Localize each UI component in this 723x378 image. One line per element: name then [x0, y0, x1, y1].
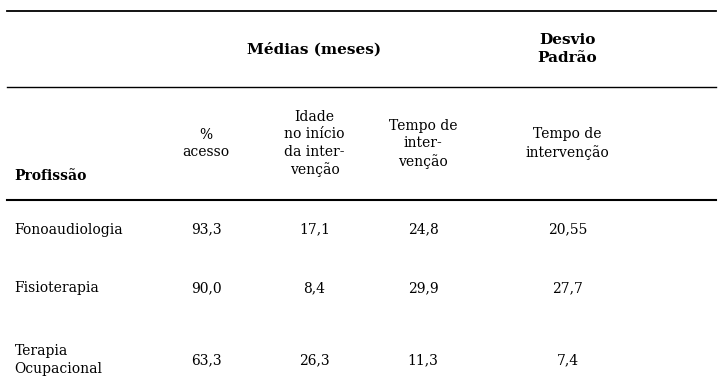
Text: 29,9: 29,9 [408, 281, 438, 295]
Text: Fonoaudiologia: Fonoaudiologia [14, 223, 123, 237]
Text: 27,7: 27,7 [552, 281, 583, 295]
Text: 63,3: 63,3 [191, 353, 221, 367]
Text: 8,4: 8,4 [304, 281, 325, 295]
Text: 24,8: 24,8 [408, 223, 438, 237]
Text: Tempo de
intervenção: Tempo de intervenção [526, 127, 609, 160]
Text: Fisioterapia: Fisioterapia [14, 281, 99, 295]
Text: Desvio
Padrão: Desvio Padrão [538, 34, 597, 65]
Text: 93,3: 93,3 [191, 223, 221, 237]
Text: 20,55: 20,55 [548, 223, 587, 237]
Text: Profissão: Profissão [14, 169, 87, 183]
Text: 26,3: 26,3 [299, 353, 330, 367]
Text: 17,1: 17,1 [299, 223, 330, 237]
Text: %
acesso: % acesso [182, 128, 230, 159]
Text: Terapia
Ocupacional: Terapia Ocupacional [14, 344, 103, 376]
Text: 11,3: 11,3 [408, 353, 438, 367]
Text: 7,4: 7,4 [557, 353, 578, 367]
Text: Tempo de
inter-
venção: Tempo de inter- venção [389, 119, 457, 169]
Text: Idade
no início
da inter-
venção: Idade no início da inter- venção [284, 110, 345, 177]
Text: Médias (meses): Médias (meses) [247, 42, 382, 56]
Text: 90,0: 90,0 [191, 281, 221, 295]
